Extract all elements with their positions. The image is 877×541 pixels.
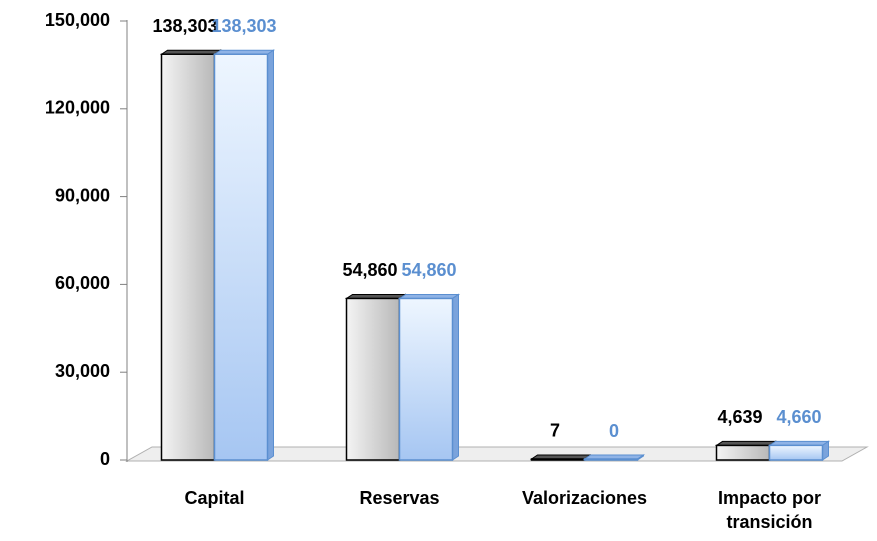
bar (398, 297, 454, 461)
x-tick-label: Reservas (359, 488, 440, 508)
y-tick-label: 60,000 (55, 273, 110, 293)
bar (213, 53, 269, 461)
bar (583, 458, 639, 461)
value-label: 0 (609, 421, 619, 441)
bar (768, 444, 824, 461)
bar-side (452, 293, 459, 461)
value-label: 138,303 (211, 16, 276, 36)
x-tick-label: Capital (184, 488, 245, 508)
value-label: 4,639 (717, 407, 762, 427)
bar (530, 458, 586, 461)
bar (715, 444, 771, 461)
bar (345, 297, 401, 461)
value-label: 54,860 (342, 260, 397, 280)
value-label: 54,860 (401, 260, 456, 280)
value-label: 138,303 (152, 16, 217, 36)
y-tick-label: 90,000 (55, 185, 110, 205)
y-tick-label: 150,000 (45, 10, 110, 30)
x-tick-label: Valorizaciones (521, 488, 648, 508)
x-tick-label: Impacto por transición (717, 488, 821, 532)
bar (160, 53, 216, 461)
y-tick-label: 120,000 (45, 98, 110, 118)
value-label: 4,660 (776, 407, 821, 427)
y-tick-label: 30,000 (55, 361, 110, 381)
floor (125, 446, 869, 462)
value-label: 7 (550, 421, 560, 441)
y-tick-label: 0 (100, 449, 110, 469)
bar-side (267, 49, 274, 461)
